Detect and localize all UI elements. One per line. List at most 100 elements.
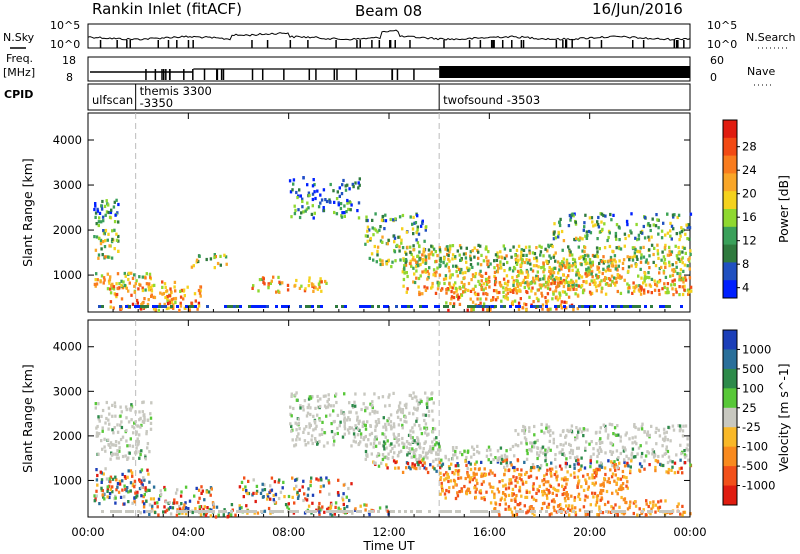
colorbar-tick-label: 8 — [742, 257, 749, 271]
ground-scatter-cell — [410, 510, 413, 513]
data-cell — [115, 198, 118, 202]
data-cell — [557, 235, 560, 239]
data-cell — [353, 435, 357, 439]
data-cell — [146, 468, 149, 472]
data-cell — [623, 232, 627, 236]
data-cell — [447, 458, 451, 462]
data-cell — [641, 231, 644, 235]
data-cell — [612, 432, 615, 436]
data-cell — [520, 468, 523, 472]
ground-scatter-cell — [161, 305, 164, 308]
data-cell — [542, 489, 546, 493]
data-cell — [451, 446, 455, 450]
data-cell — [559, 281, 562, 285]
data-cell — [121, 472, 124, 476]
data-cell — [119, 437, 123, 442]
data-cell — [588, 216, 592, 220]
data-cell — [120, 297, 124, 301]
data-cell — [673, 269, 677, 273]
data-cell — [552, 498, 555, 502]
data-cell — [516, 444, 520, 448]
ground-scatter-cell — [257, 305, 260, 308]
data-cell — [625, 484, 628, 488]
data-cell — [347, 416, 350, 420]
data-cell — [343, 418, 346, 422]
data-cell — [590, 440, 593, 444]
data-cell — [330, 430, 334, 434]
data-cell — [106, 255, 110, 259]
data-cell — [568, 269, 571, 273]
data-cell — [511, 492, 514, 496]
data-cell — [670, 468, 673, 472]
data-cell — [600, 290, 603, 294]
data-cell — [584, 213, 587, 217]
data-cell — [459, 476, 463, 480]
data-cell — [106, 489, 109, 493]
data-cell — [416, 437, 420, 441]
data-cell — [147, 288, 151, 292]
data-cell — [443, 478, 446, 482]
data-cell — [424, 228, 427, 232]
ground-scatter-cell — [188, 305, 191, 308]
data-cell — [544, 247, 547, 251]
data-cell — [125, 489, 128, 493]
data-cell — [421, 260, 425, 264]
ground-scatter-cell — [266, 305, 269, 308]
data-cell — [287, 507, 291, 511]
ground-scatter-cell — [482, 510, 485, 513]
data-cell — [126, 486, 129, 490]
data-cell — [475, 487, 478, 491]
data-cell — [658, 434, 662, 438]
data-cell — [530, 466, 533, 470]
data-cell — [100, 480, 103, 484]
data-cell — [113, 426, 116, 430]
data-cell — [547, 277, 550, 281]
data-cell — [352, 185, 355, 189]
data-cell — [422, 457, 425, 461]
data-cell — [120, 283, 123, 287]
data-cell — [679, 443, 682, 447]
data-cell — [564, 476, 567, 480]
data-cell — [333, 439, 336, 443]
data-cell — [615, 489, 618, 493]
data-cell — [571, 253, 574, 257]
data-cell — [529, 474, 533, 478]
data-cell — [351, 404, 354, 408]
data-cell — [492, 296, 495, 300]
data-cell — [455, 264, 458, 268]
data-cell — [569, 428, 572, 432]
data-cell — [608, 480, 611, 485]
data-cell — [436, 448, 440, 452]
data-cell — [539, 250, 543, 254]
data-cell — [598, 430, 602, 434]
data-cell — [179, 289, 182, 293]
data-cell — [107, 427, 110, 431]
data-cell — [600, 286, 604, 290]
data-cell — [564, 441, 567, 445]
data-cell — [635, 255, 638, 259]
ground-scatter-cell — [344, 305, 347, 308]
data-cell — [402, 258, 406, 262]
data-cell — [382, 444, 385, 448]
data-cell — [163, 302, 166, 306]
data-cell — [267, 286, 270, 290]
data-cell — [143, 510, 146, 514]
data-cell — [378, 228, 381, 232]
data-cell — [330, 422, 333, 426]
data-cell — [413, 406, 416, 410]
data-cell — [504, 288, 507, 292]
data-cell — [415, 399, 419, 403]
data-cell — [387, 452, 390, 456]
data-cell — [209, 493, 212, 497]
data-cell — [435, 270, 438, 274]
data-cell — [314, 286, 317, 290]
data-cell — [423, 455, 426, 459]
data-cell — [439, 256, 442, 260]
data-cell — [308, 422, 311, 426]
data-cell — [525, 308, 528, 312]
data-cell — [586, 473, 589, 477]
data-cell — [609, 258, 612, 262]
data-cell — [496, 291, 499, 295]
data-cell — [436, 463, 440, 467]
y-tick-label: 4000 — [53, 133, 82, 147]
